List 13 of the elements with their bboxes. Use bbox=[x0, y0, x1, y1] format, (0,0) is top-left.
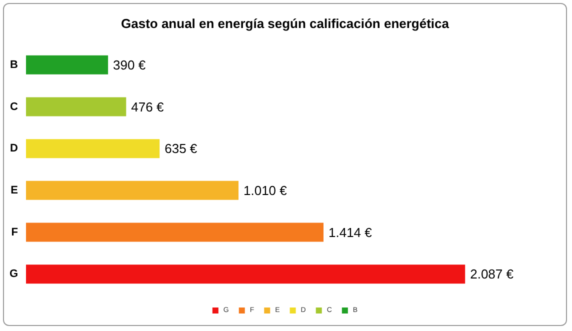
data-label: 1.414 € bbox=[328, 224, 373, 240]
chart-title: Gasto anual en energía según calificación energética bbox=[120, 16, 450, 31]
y-tick-label: F bbox=[11, 226, 18, 238]
y-tick-label: C bbox=[10, 100, 18, 113]
data-label: 635 € bbox=[164, 141, 198, 156]
data-label: 476 € bbox=[131, 99, 164, 114]
data-label: 390 € bbox=[113, 57, 146, 72]
data-label: 2.087 € bbox=[470, 266, 514, 282]
y-tick-label: B bbox=[10, 58, 18, 71]
data-label: 1.010 € bbox=[244, 182, 288, 198]
y-tick-label: E bbox=[10, 184, 18, 196]
y-tick-label: D bbox=[10, 142, 18, 155]
y-tick-label: G bbox=[9, 268, 18, 280]
